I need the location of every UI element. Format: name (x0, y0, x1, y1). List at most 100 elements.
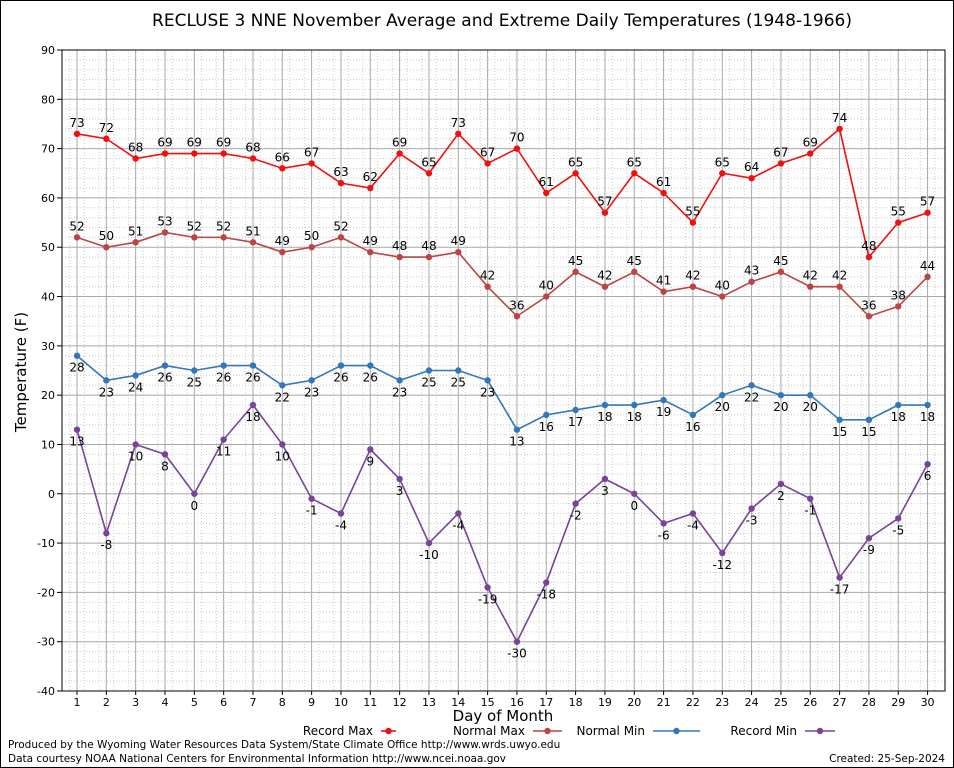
normal-min-point (572, 406, 579, 414)
record-min-point (777, 480, 785, 488)
normal-max-data-label: 42 (803, 269, 818, 283)
record-max-point (308, 160, 315, 167)
normal-max-data-label: 49 (363, 234, 378, 248)
normal-max-point (396, 253, 403, 261)
normal-min-data-label: 23 (480, 385, 495, 399)
record-max-point (484, 160, 491, 167)
normal-max-data-label: 49 (451, 234, 466, 248)
normal-max-point (132, 239, 139, 246)
legend-label-record-max: Record Max (303, 724, 373, 738)
normal-min-data-label: 24 (128, 380, 143, 394)
record-min-point (337, 510, 345, 517)
record-min-data-label: -3 (746, 514, 758, 528)
x-tick-label: 14 (451, 696, 465, 709)
normal-min-point (191, 367, 198, 374)
record-max-point (719, 170, 726, 177)
record-max-data-label: 68 (245, 140, 260, 154)
normal-max-point (103, 244, 110, 251)
record-max-data-label: 63 (333, 165, 348, 179)
record-min-data-label: 9 (366, 454, 374, 468)
normal-min-data-label: 25 (451, 376, 466, 390)
normal-min-point (396, 377, 403, 384)
normal-min-data-label: 26 (245, 371, 260, 385)
record-max-point (631, 170, 638, 177)
normal-max-point (660, 288, 667, 295)
y-tick-label: -20 (37, 586, 55, 599)
record-max-data-label: 67 (480, 145, 495, 159)
record-max-data-label: 68 (128, 140, 143, 154)
record-min-point (601, 475, 609, 483)
normal-max-data-label: 53 (157, 214, 172, 228)
record-min-point (660, 520, 667, 527)
normal-min-point (367, 362, 374, 369)
normal-min-data-label: 15 (832, 425, 847, 439)
record-min-data-label: -4 (335, 518, 347, 532)
normal-max-point (279, 248, 286, 256)
record-max-point (279, 165, 286, 172)
x-tick-label: 5 (191, 696, 198, 709)
legend-marker-record-min (816, 727, 824, 735)
record-min-data-label: -2 (570, 509, 582, 523)
normal-max-data-label: 43 (744, 264, 759, 278)
normal-max-point (807, 283, 814, 290)
normal-max-point (631, 268, 638, 276)
normal-min-data-label: 26 (157, 371, 172, 385)
normal-max-point (249, 239, 257, 246)
record-max-series: 73 72 68 69 69 69 68 66 67 63 62 69 65 73 67 70 61 65 57 65… (69, 111, 935, 261)
record-max-data-label: 65 (627, 155, 642, 169)
record-min-point (484, 584, 491, 591)
record-min-series: 13 -8 10 8 0 11 18 10 -1 -4 9 3 -10 -4 -19 -30 -18 -2 3 0 -6… (69, 401, 931, 661)
y-tick-label: -10 (37, 537, 55, 550)
record-max-point (367, 184, 374, 192)
normal-min-point (543, 411, 550, 419)
record-max-point (513, 145, 521, 152)
normal-min-point (660, 396, 667, 404)
record-min-data-label: -30 (507, 647, 527, 661)
record-max-point (337, 179, 345, 187)
x-tick-label: 2 (103, 696, 110, 709)
plot-frame (61, 49, 946, 692)
record-min-data-label: 11 (216, 445, 231, 459)
record-min-data-label: 10 (128, 449, 143, 463)
normal-max-point (191, 234, 198, 241)
normal-max-data-label: 50 (99, 229, 114, 243)
record-min-point (308, 495, 315, 502)
normal-max-point (865, 313, 873, 320)
record-min-data-label: -10 (419, 548, 439, 562)
record-max-data-label: 57 (597, 195, 612, 209)
record-max-point (543, 189, 550, 197)
normal-min-point (777, 391, 785, 399)
record-min-data-label: -4 (687, 518, 699, 532)
x-tick-label: 26 (803, 696, 817, 709)
normal-min-data-label: 20 (715, 400, 730, 414)
normal-min-data-label: 25 (421, 376, 436, 390)
normal-min-data-label: 22 (275, 390, 290, 404)
record-min-point (807, 495, 814, 502)
record-min-data-label: -17 (830, 583, 850, 597)
x-tick-label: 8 (279, 696, 286, 709)
record-min-data-label: -1 (306, 504, 318, 518)
x-tick-label: 6 (220, 696, 227, 709)
record-min-point (748, 505, 755, 512)
normal-min-point (924, 401, 931, 409)
x-tick-label: 29 (891, 696, 905, 709)
x-tick-label: 4 (161, 696, 168, 709)
normal-max-data-label: 42 (597, 269, 612, 283)
normal-min-data-label: 23 (99, 385, 114, 399)
record-min-point (865, 534, 873, 542)
normal-max-point (513, 313, 521, 320)
normal-min-point (836, 416, 843, 424)
record-min-point (543, 579, 550, 586)
normal-min-point (308, 377, 315, 384)
record-max-data-label: 57 (920, 195, 935, 209)
x-tick-label: 20 (627, 696, 641, 709)
normal-max-data-label: 45 (773, 254, 788, 268)
record-min-data-label: -9 (863, 543, 875, 557)
y-axis-ticks: -40 -30 -20 -10 0 10 20 30 40 50 60 70 80 90 (37, 44, 62, 698)
normal-max-data-label: 45 (627, 254, 642, 268)
normal-min-data-label: 23 (392, 385, 407, 399)
record-min-data-label: 2 (777, 489, 785, 503)
record-min-point (103, 530, 110, 537)
record-max-point (191, 150, 198, 157)
normal-max-data-label: 42 (832, 269, 847, 283)
